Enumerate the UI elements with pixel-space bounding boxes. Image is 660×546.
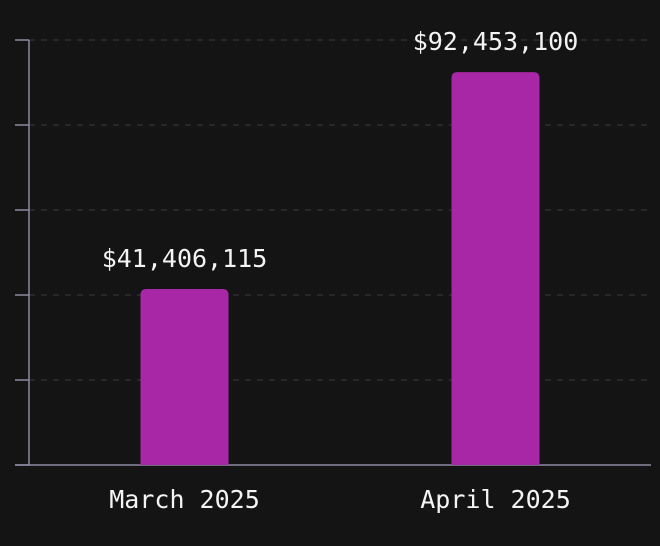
bar (140, 289, 229, 465)
bars (140, 72, 540, 465)
axes (15, 39, 651, 466)
data-label: $92,453,100 (413, 27, 579, 56)
x-tick-label: March 2025 (109, 485, 260, 514)
labels: $41,406,115 March 2025 $92,453,100 April 20… (102, 27, 579, 514)
gridlines (29, 39, 651, 381)
data-label: $41,406,115 (102, 244, 268, 273)
bar (451, 72, 540, 465)
x-tick-label: April 2025 (420, 485, 571, 514)
